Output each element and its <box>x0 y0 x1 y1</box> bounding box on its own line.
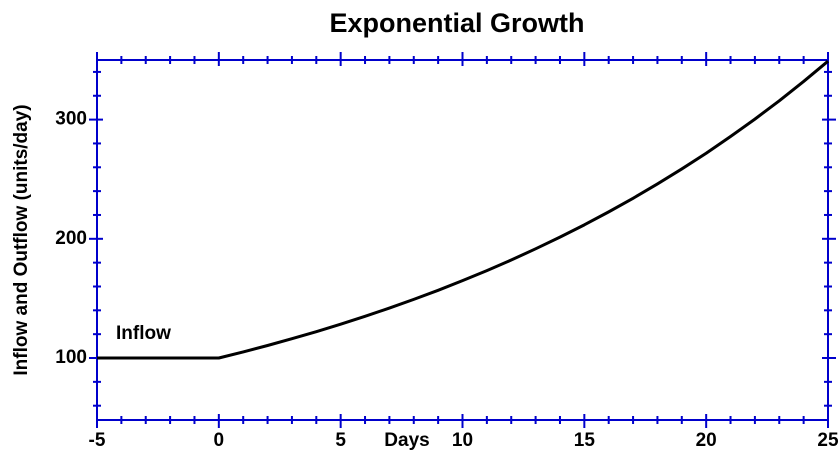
data-line <box>97 60 829 360</box>
x-tick-label: 0 <box>214 430 225 451</box>
x-tick-label: 20 <box>696 430 717 451</box>
x-tick-label: 15 <box>574 430 596 451</box>
y-tick-label: 300 <box>55 109 87 130</box>
x-tick-label: 10 <box>452 430 473 451</box>
annotation: Inflow <box>116 323 171 344</box>
plot-frame <box>96 59 829 421</box>
x-axis-label: Days <box>384 430 429 451</box>
x-tick-label: -5 <box>89 430 106 451</box>
x-tick-label: 5 <box>335 430 346 451</box>
chart-title: Exponential Growth <box>329 8 584 38</box>
x-tick-label: 25 <box>817 430 839 451</box>
y-tick-label: 100 <box>55 347 87 368</box>
y-axis-label: Inflow and Outflow (units/day) <box>11 104 32 375</box>
y-tick-label: 200 <box>55 228 87 249</box>
